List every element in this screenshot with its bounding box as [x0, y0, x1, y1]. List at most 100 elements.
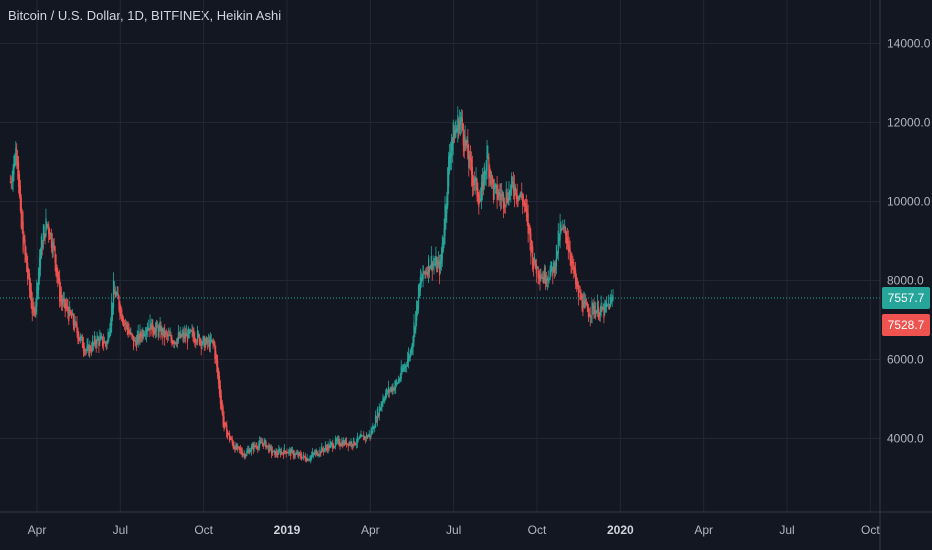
candle-body: [23, 236, 25, 242]
candle-body: [200, 340, 202, 349]
candle-body: [475, 177, 477, 181]
candle-body: [114, 291, 116, 298]
candle-body: [149, 319, 151, 330]
candle-body: [239, 448, 242, 451]
candle-body: [61, 299, 63, 305]
candle-body: [120, 309, 122, 311]
candle-body: [553, 262, 555, 272]
candle-body: [381, 402, 383, 407]
candle-body: [13, 155, 15, 175]
candle-body: [254, 445, 256, 447]
candle-body: [361, 435, 363, 437]
candle-body: [111, 301, 113, 326]
candle-body: [419, 276, 421, 291]
candle-body: [32, 306, 34, 309]
candle-body: [534, 260, 537, 268]
candle-body: [293, 454, 295, 457]
candle-body: [153, 327, 155, 335]
candle-body: [301, 457, 304, 459]
candle-body: [246, 450, 248, 456]
candle-body: [606, 304, 609, 306]
candle-body: [164, 330, 166, 339]
candle-body: [30, 289, 32, 309]
candle-body: [342, 443, 344, 447]
candle-body: [309, 459, 311, 461]
candle-body: [360, 434, 362, 438]
candle-body: [201, 344, 203, 346]
candle-body: [565, 231, 568, 244]
candle-body: [604, 302, 606, 313]
candle-body: [321, 445, 323, 453]
candle-body: [509, 193, 511, 195]
candle-body: [445, 206, 447, 221]
candle-body: [588, 312, 590, 317]
candle-body: [312, 453, 315, 455]
candle-body: [466, 139, 468, 144]
candle-body: [245, 454, 247, 456]
candle-body: [378, 406, 380, 416]
candle-body: [531, 244, 533, 248]
candle-body: [249, 450, 251, 454]
candle-body: [483, 166, 485, 186]
candle-body: [340, 444, 342, 447]
candle-body: [389, 389, 391, 391]
candle-body: [589, 314, 591, 319]
candle-body: [413, 322, 415, 343]
candle-body: [401, 369, 403, 373]
candle-body: [39, 248, 42, 269]
candle-body: [443, 228, 445, 245]
candle-body: [495, 184, 497, 187]
candle-body: [601, 307, 603, 311]
candle-body: [328, 446, 330, 449]
candle-body: [455, 128, 457, 135]
candle-body: [160, 326, 162, 338]
candle-body: [110, 319, 112, 333]
candle-body: [268, 445, 270, 453]
y-tick-label: 6000.0: [887, 353, 924, 367]
candle-body: [459, 117, 462, 125]
candle-body: [576, 281, 579, 288]
candle-body: [292, 450, 295, 458]
candle-body: [386, 392, 389, 394]
candle-body: [25, 246, 27, 261]
candle-body: [252, 446, 254, 451]
candle-body: [563, 227, 565, 229]
candle-body: [9, 181, 11, 183]
candle-body: [470, 157, 472, 162]
candle-body: [499, 193, 501, 196]
grid: [0, 0, 880, 512]
candle-body: [314, 451, 316, 454]
candle-body: [347, 443, 349, 447]
candle-body: [75, 322, 77, 325]
y-tick-label: 8000.0: [887, 274, 924, 288]
candle-body: [359, 436, 361, 439]
candle-body: [291, 450, 294, 452]
candle-body: [441, 243, 443, 260]
x-tick-label: Apr: [694, 523, 713, 537]
candle-body: [608, 303, 611, 310]
candle-body: [493, 186, 495, 190]
candle-body: [131, 333, 133, 336]
candle-body: [280, 451, 283, 454]
candle-body: [329, 443, 331, 448]
candle-body: [472, 176, 474, 185]
candle-body: [129, 331, 131, 335]
candle-body: [543, 277, 545, 283]
candle-body: [426, 271, 428, 274]
candle-body: [451, 138, 453, 151]
candle-body: [533, 256, 536, 264]
candle-body: [423, 272, 425, 274]
candle-body: [44, 233, 46, 239]
candle-body: [351, 442, 353, 447]
candle-body: [506, 196, 508, 201]
candle-body: [375, 415, 377, 428]
candle-body: [410, 351, 412, 354]
candle-body: [60, 295, 63, 303]
candle-body: [337, 438, 339, 441]
candle-body: [322, 449, 325, 452]
candle-body: [196, 330, 199, 342]
candle-body: [384, 398, 386, 400]
candle-body: [234, 446, 236, 452]
candle-body: [154, 327, 157, 334]
